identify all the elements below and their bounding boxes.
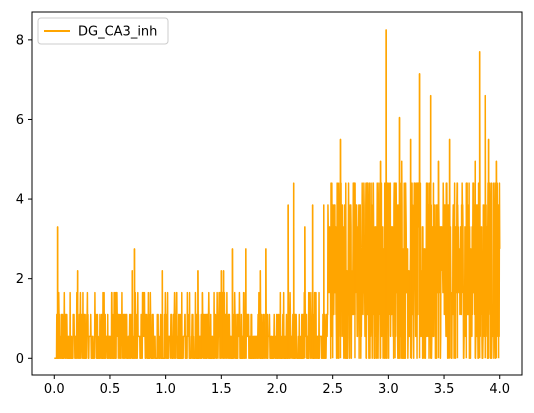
x-tick-label: 2.5 xyxy=(322,382,343,397)
x-tick-label: 3.5 xyxy=(434,382,455,397)
x-tick-label: 2.0 xyxy=(267,382,288,397)
y-axis: 0 2 4 6 8 xyxy=(16,33,32,367)
x-tick-label: 0.5 xyxy=(100,382,121,397)
y-tick-label: 8 xyxy=(16,33,24,48)
y-tick-label: 2 xyxy=(16,272,24,287)
x-axis: 0.0 0.5 1.0 1.5 2.0 2.5 3.0 3.5 4.0 xyxy=(44,375,510,397)
x-tick-label: 1.5 xyxy=(211,382,232,397)
series-line-dg-ca3-inh xyxy=(53,29,501,360)
y-tick-label: 6 xyxy=(16,113,24,128)
x-tick-label: 3.0 xyxy=(378,382,399,397)
x-tick-label: 0.0 xyxy=(44,382,65,397)
y-tick-label: 4 xyxy=(16,193,24,208)
legend: DG_CA3_inh xyxy=(37,17,169,45)
x-tick-label: 4.0 xyxy=(489,382,510,397)
legend-box xyxy=(37,17,169,45)
legend-label-dg-ca3-inh: DG_CA3_inh xyxy=(78,25,157,40)
y-tick-label: 0 xyxy=(16,352,24,367)
plot-area xyxy=(53,29,501,360)
x-tick-label: 1.0 xyxy=(155,382,176,397)
